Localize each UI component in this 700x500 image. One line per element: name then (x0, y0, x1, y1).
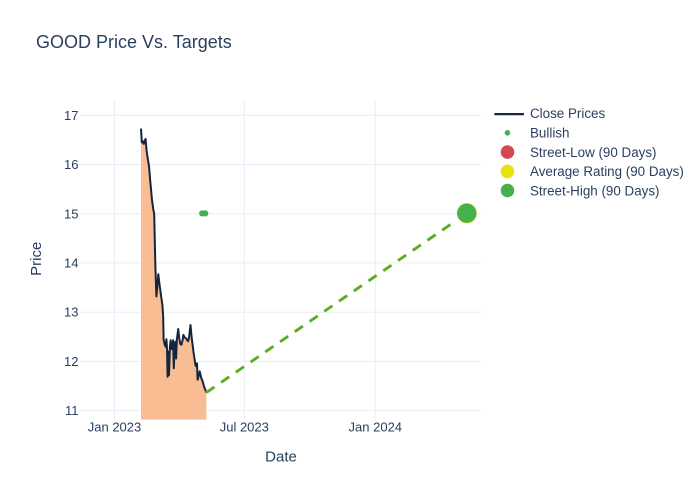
svg-text:Jan 2023: Jan 2023 (88, 420, 142, 435)
svg-text:11: 11 (65, 403, 79, 418)
svg-text:Jan 2024: Jan 2024 (349, 420, 403, 435)
svg-text:Date: Date (265, 449, 297, 466)
svg-text:Street-Low (90 Days): Street-Low (90 Days) (530, 145, 657, 160)
svg-text:Bullish: Bullish (530, 126, 569, 141)
svg-text:16: 16 (64, 157, 78, 172)
svg-text:12: 12 (64, 354, 78, 369)
svg-text:GOOD Price Vs. Targets: GOOD Price Vs. Targets (36, 32, 232, 52)
svg-text:14: 14 (64, 255, 78, 270)
svg-text:15: 15 (64, 206, 78, 221)
svg-text:Close Prices: Close Prices (530, 106, 605, 121)
svg-text:Jul 2023: Jul 2023 (220, 420, 269, 435)
svg-text:Average Rating (90 Days): Average Rating (90 Days) (530, 164, 684, 179)
svg-text:Street-High (90 Days): Street-High (90 Days) (530, 183, 660, 198)
svg-text:17: 17 (64, 108, 78, 123)
svg-text:Price: Price (28, 242, 45, 276)
svg-text:13: 13 (64, 305, 78, 320)
